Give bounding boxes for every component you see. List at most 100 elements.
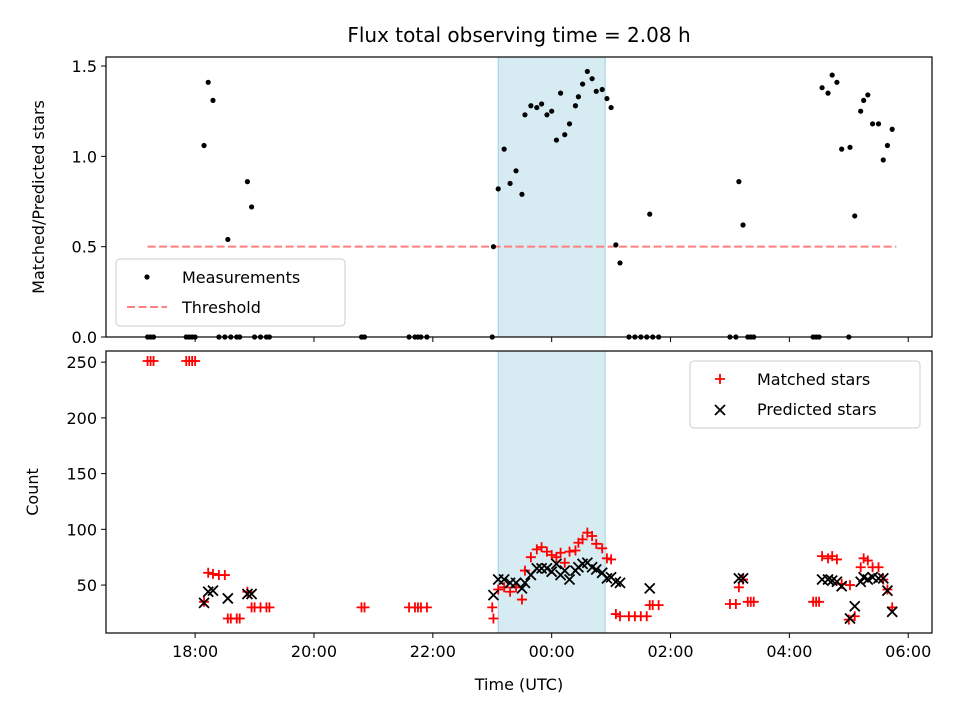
measurement-point	[244, 179, 251, 185]
highlight-span	[497, 350, 606, 634]
x-tick-label: 04:00	[766, 642, 812, 661]
matched-star-point	[190, 356, 201, 367]
measurement-point	[566, 121, 573, 127]
x-tick-label: 00:00	[529, 642, 575, 661]
matched-star-point	[844, 580, 855, 591]
matched-star-point	[814, 596, 825, 607]
predicted-star-point	[877, 572, 889, 585]
measurement-point	[861, 97, 867, 103]
matched-star-point	[488, 613, 499, 624]
measurement-point	[608, 104, 614, 111]
matched-star-point	[359, 602, 370, 613]
measurement-point	[575, 94, 582, 100]
matched-star-point	[531, 544, 542, 555]
matched-star-point	[264, 602, 275, 613]
measurement-point	[869, 121, 876, 127]
y-axis-label: Matched/Predicted stars	[29, 100, 48, 294]
matched-star-point	[855, 562, 866, 573]
predicted-star-point	[550, 558, 563, 570]
measurement-point	[593, 88, 599, 94]
x-tick-label: 18:00	[172, 642, 218, 661]
legend-label: Measurements	[182, 268, 300, 287]
measurement-point	[248, 204, 255, 210]
predicted-star-point	[886, 606, 898, 618]
predicted-star-point	[245, 588, 258, 600]
x-tick-label: 20:00	[291, 642, 337, 661]
legend-box	[115, 258, 346, 327]
y-tick-label: 100	[66, 520, 97, 539]
legend-box	[689, 360, 921, 429]
measurement-point	[647, 211, 653, 217]
measurement-point	[528, 103, 534, 109]
measurement-point	[599, 86, 605, 93]
matched-star-point	[493, 584, 504, 595]
measurement-point	[201, 142, 207, 149]
axes-frame	[105, 350, 933, 634]
matched-star-point	[559, 557, 570, 568]
matched-star-point	[219, 570, 230, 581]
measurement-point	[858, 108, 864, 114]
y-tick-label: 250	[66, 353, 97, 372]
measurement-point	[865, 92, 871, 98]
measurement-point	[604, 95, 610, 102]
predicted-star-point	[737, 572, 749, 585]
matched-star-point	[525, 552, 536, 563]
matched-star-point	[587, 531, 598, 542]
predicted-star-point	[614, 577, 626, 589]
measurement-point	[507, 180, 513, 187]
predicted-star-point	[498, 573, 510, 586]
predicted-star-point	[590, 563, 602, 576]
measurement-point	[589, 76, 595, 82]
predicted-star-point	[849, 600, 861, 612]
measurement-point	[819, 85, 825, 91]
measurement-point	[852, 213, 858, 219]
y-tick-label: 0.5	[72, 238, 97, 257]
legend-predicted-marker	[714, 404, 726, 416]
measurement-point	[534, 104, 540, 111]
matched-star-point	[536, 542, 547, 553]
predicted-star-point	[546, 566, 558, 578]
predicted-star-point	[563, 573, 576, 586]
measurement-point	[549, 108, 555, 114]
matched-star-point	[570, 545, 581, 556]
measurement-point	[519, 191, 525, 197]
measurement-point	[740, 222, 746, 228]
predicted-star-point	[222, 592, 234, 605]
predicted-star-point	[872, 572, 885, 585]
measurement-point	[617, 260, 623, 266]
measurement-point	[572, 103, 579, 109]
x-tick-label: 02:00	[647, 642, 693, 661]
matched-star-point	[862, 555, 873, 566]
matched-star-point	[487, 602, 498, 613]
matched-star-point	[597, 543, 608, 554]
predicted-star-point	[881, 585, 894, 597]
legend-label: Threshold	[181, 298, 261, 317]
measurement-point	[501, 146, 507, 152]
axes-frame	[105, 56, 933, 338]
measurement-point	[513, 168, 519, 174]
matched-star-point	[577, 534, 588, 545]
measurement-point	[613, 242, 619, 248]
measurement-point	[557, 90, 564, 96]
measurement-point	[829, 72, 835, 78]
predicted-star-point	[844, 612, 856, 625]
measurement-point	[562, 132, 568, 138]
matched-star-point	[873, 562, 884, 573]
matched-star-point	[148, 356, 159, 367]
predicted-star-point	[207, 585, 219, 597]
measurement-point	[825, 90, 831, 96]
matched-star-point	[591, 538, 602, 549]
predicted-star-point	[487, 589, 500, 601]
matched-star-point	[733, 582, 744, 593]
legend-measurement-marker	[144, 274, 150, 280]
x-tick-label: 22:00	[410, 642, 456, 661]
measurement-point	[522, 112, 528, 118]
matched-star-point	[505, 586, 516, 597]
top-panel: 0.0 0.5 1.0 1.5 Matched/Predicted stars Measu…	[29, 56, 933, 347]
matched-star-point	[730, 599, 741, 610]
matched-star-point	[555, 547, 566, 558]
measurement-point	[210, 97, 216, 103]
legend-label: Matched stars	[757, 370, 870, 389]
